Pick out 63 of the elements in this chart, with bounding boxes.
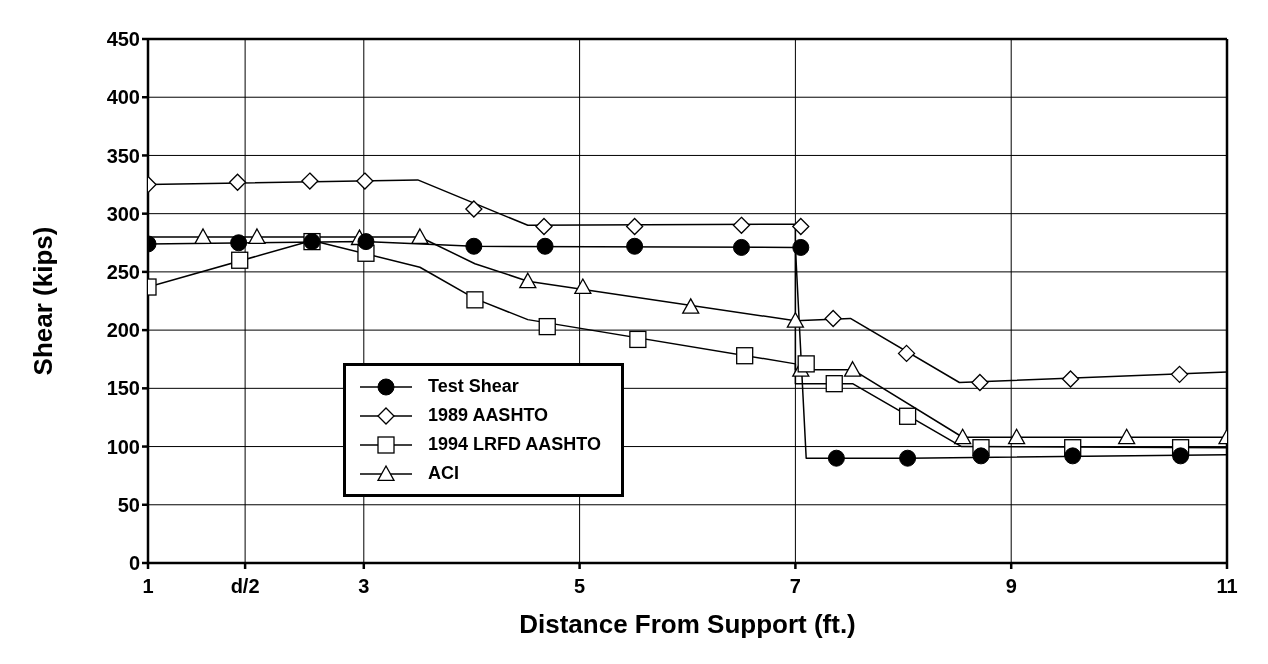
y-tick-label: 200 (106, 319, 140, 342)
y-tick-label: 450 (106, 28, 140, 51)
x-tick-label: 5 (574, 575, 586, 598)
point (897, 344, 916, 363)
point (1064, 447, 1082, 465)
x-tick-label: d/2 (230, 575, 260, 598)
point (824, 309, 842, 328)
point (732, 216, 751, 234)
point (538, 317, 556, 336)
y-tick-label: 400 (106, 86, 140, 109)
point (248, 228, 266, 245)
point (732, 238, 750, 256)
point (228, 173, 247, 191)
point (1172, 447, 1190, 465)
point (898, 407, 917, 425)
point (519, 272, 537, 289)
x-tick-label: 1 (142, 575, 154, 598)
x-tick-label: 9 (1005, 575, 1017, 598)
point (626, 237, 644, 255)
point (574, 278, 592, 295)
point (465, 237, 483, 255)
point (356, 172, 374, 190)
x-axis-title: Distance From Support (ft.) (519, 609, 856, 639)
point (954, 428, 972, 445)
point (536, 237, 554, 255)
x-tick-label: 3 (358, 575, 370, 598)
point (827, 449, 845, 467)
legend-label: Test Shear (428, 376, 519, 397)
point (971, 373, 989, 392)
y-tick-label: 300 (106, 202, 140, 225)
y-tick-label: 100 (106, 435, 140, 458)
point (797, 355, 815, 373)
y-tick-label: 50 (117, 493, 140, 516)
point (792, 238, 810, 256)
point (843, 361, 862, 377)
legend-label: 1989 AASHTO (428, 405, 549, 426)
point (972, 447, 990, 465)
point (1118, 428, 1136, 445)
point (786, 312, 805, 328)
point (466, 291, 484, 309)
point (825, 375, 843, 393)
x-tick-label: 7 (789, 575, 801, 598)
point (629, 330, 647, 349)
y-tick-label: 0 (128, 552, 140, 575)
point (194, 228, 212, 245)
point (1007, 428, 1026, 445)
y-axis-title: Shear (kips) (28, 226, 59, 376)
legend-label: 1994 LRFD AASHTO (428, 434, 602, 455)
point (357, 233, 375, 251)
legend-label: ACI (428, 463, 459, 484)
point (792, 217, 810, 236)
y-tick-label: 350 (106, 144, 140, 167)
point (1061, 370, 1080, 388)
x-tick-label: 11 (1216, 575, 1238, 598)
y-tick-label: 150 (106, 377, 140, 400)
point (736, 347, 754, 365)
y-tick-label: 250 (106, 260, 140, 283)
point (411, 228, 429, 245)
point (682, 298, 700, 314)
point (230, 234, 248, 252)
point (231, 251, 249, 269)
point (535, 217, 553, 236)
point (899, 449, 917, 467)
